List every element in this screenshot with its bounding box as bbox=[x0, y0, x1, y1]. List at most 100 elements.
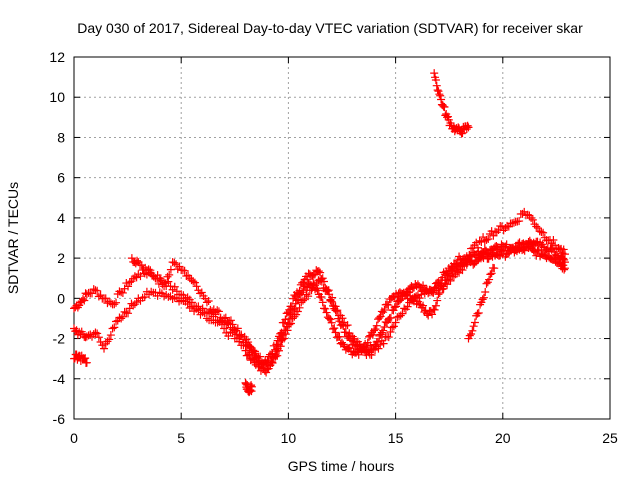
x-tick-label: 0 bbox=[70, 430, 78, 446]
data-point-interp bbox=[410, 293, 419, 302]
data-point-interp bbox=[479, 293, 488, 302]
y-tick-label: -2 bbox=[53, 331, 66, 347]
data-point-interp bbox=[326, 295, 335, 304]
data-point-interp bbox=[365, 332, 374, 341]
data-point-interp bbox=[93, 286, 102, 295]
data-point-interp bbox=[136, 272, 145, 281]
data-point-interp bbox=[386, 313, 395, 322]
data-point bbox=[376, 312, 385, 321]
data-point-interp bbox=[330, 324, 339, 333]
data-point-interp bbox=[197, 288, 206, 297]
data-point-interp bbox=[94, 333, 103, 342]
data-point-interp bbox=[478, 295, 487, 304]
data-point-interp bbox=[190, 278, 199, 287]
data-point-interp bbox=[404, 288, 413, 297]
data-point bbox=[82, 358, 91, 367]
data-point bbox=[550, 254, 559, 263]
data-point-interp bbox=[433, 86, 442, 95]
data-point-interp bbox=[202, 314, 211, 323]
data-point-interp bbox=[367, 351, 376, 360]
data-point-interp bbox=[469, 322, 478, 331]
data-point-interp bbox=[458, 129, 467, 138]
data-point-interp bbox=[463, 255, 472, 264]
data-point bbox=[325, 314, 334, 323]
data-point-interp bbox=[326, 315, 335, 324]
data-point-interp bbox=[252, 353, 261, 362]
data-point-interp bbox=[89, 330, 98, 339]
data-point-interp bbox=[317, 292, 326, 301]
x-tick-label: 25 bbox=[602, 430, 618, 446]
data-point bbox=[374, 344, 383, 353]
data-point bbox=[428, 310, 437, 319]
data-point bbox=[117, 314, 126, 323]
data-point-interp bbox=[527, 213, 536, 222]
data-point-interp bbox=[175, 262, 184, 271]
data-point-interp bbox=[474, 308, 483, 317]
data-point-interp bbox=[473, 243, 482, 252]
data-point-interp bbox=[433, 296, 442, 305]
data-point-interp bbox=[204, 296, 213, 305]
data-point-interp bbox=[213, 306, 222, 315]
x-tick-label: 20 bbox=[495, 430, 511, 446]
data-point-interp bbox=[214, 307, 223, 316]
data-point bbox=[117, 288, 126, 297]
y-tick-label: 2 bbox=[57, 250, 65, 266]
y-tick-label: 8 bbox=[57, 129, 65, 145]
data-point-interp bbox=[403, 302, 412, 311]
data-point-interp bbox=[122, 279, 131, 288]
data-point-interp bbox=[112, 298, 121, 307]
y-tick-label: 10 bbox=[49, 89, 65, 105]
data-point bbox=[470, 318, 479, 327]
data-point bbox=[391, 318, 400, 327]
data-point-interp bbox=[146, 266, 155, 275]
data-point-interp bbox=[327, 318, 336, 327]
data-point-interp bbox=[485, 275, 494, 284]
data-point bbox=[318, 298, 327, 307]
data-point-interp bbox=[94, 292, 103, 301]
data-point bbox=[91, 328, 100, 337]
data-point-interp bbox=[144, 265, 153, 274]
plot-frame bbox=[73, 56, 611, 420]
data-point-interp bbox=[124, 282, 133, 291]
data-point-interp bbox=[261, 356, 270, 365]
data-point-interp bbox=[153, 274, 162, 283]
x-tick-label: 5 bbox=[177, 430, 185, 446]
data-point-interp bbox=[269, 353, 278, 362]
data-point bbox=[202, 298, 211, 307]
data-point-interp bbox=[103, 337, 112, 346]
data-point-interp bbox=[390, 303, 399, 312]
data-point-interp bbox=[105, 335, 114, 344]
data-point-interp bbox=[278, 335, 287, 344]
data-point-interp bbox=[189, 277, 198, 286]
data-point-interp bbox=[118, 288, 127, 297]
data-point-interp bbox=[286, 319, 295, 328]
data-point-interp bbox=[371, 346, 380, 355]
data-point-interp bbox=[518, 209, 527, 218]
data-point-interp bbox=[439, 284, 448, 293]
data-point bbox=[421, 306, 430, 315]
data-point-interp bbox=[341, 321, 350, 330]
data-point-interp bbox=[482, 279, 491, 288]
data-point bbox=[168, 258, 177, 267]
data-point-interp bbox=[436, 91, 445, 100]
data-point-interp bbox=[535, 227, 544, 236]
data-point-interp bbox=[375, 313, 384, 322]
x-axis-title: GPS time / hours bbox=[288, 458, 395, 474]
data-point-interp bbox=[304, 292, 313, 301]
data-point bbox=[331, 328, 340, 337]
data-point-interp bbox=[321, 304, 330, 313]
data-point-interp bbox=[132, 298, 141, 307]
data-point-interp bbox=[515, 217, 524, 226]
data-point-interp bbox=[398, 309, 407, 318]
data-point-interp bbox=[389, 322, 398, 331]
data-point bbox=[400, 304, 409, 313]
data-point-interp bbox=[170, 258, 179, 267]
data-point bbox=[528, 215, 537, 224]
data-point-interp bbox=[388, 323, 397, 332]
data-point-interp bbox=[192, 282, 201, 291]
data-point-interp bbox=[283, 326, 292, 335]
data-point-interp bbox=[118, 312, 127, 321]
data-point-interp bbox=[317, 277, 326, 286]
